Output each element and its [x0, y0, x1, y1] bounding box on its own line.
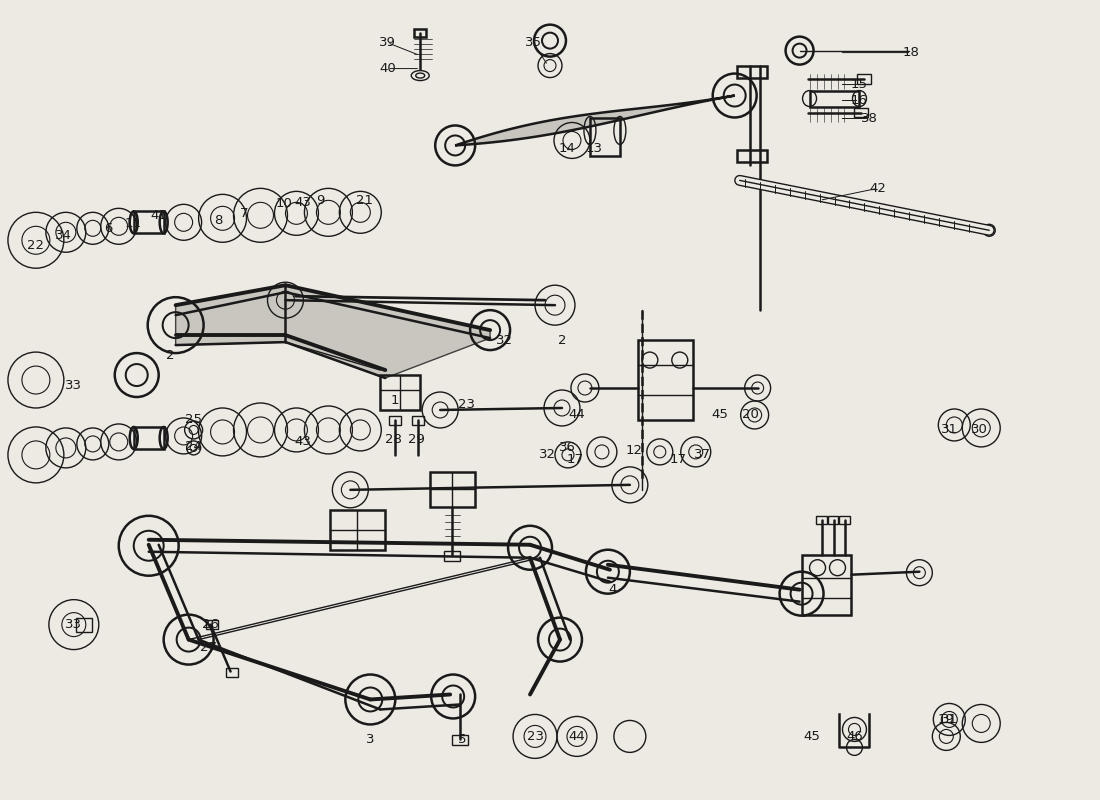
Bar: [444, 550, 460, 561]
Text: 42: 42: [869, 182, 886, 195]
Text: 23: 23: [527, 730, 543, 743]
Text: 25: 25: [185, 414, 202, 426]
Text: 29: 29: [408, 434, 425, 446]
Text: 39: 39: [378, 36, 396, 49]
Text: 18: 18: [903, 46, 920, 59]
Bar: [737, 150, 767, 162]
Bar: [802, 554, 851, 614]
Text: 32: 32: [539, 449, 556, 462]
Text: 23: 23: [458, 398, 474, 411]
Text: 27: 27: [200, 641, 217, 654]
Text: 41: 41: [151, 209, 167, 222]
Text: 22: 22: [28, 238, 44, 252]
Text: 45: 45: [803, 730, 820, 743]
Bar: [412, 416, 425, 425]
Text: 9: 9: [316, 194, 324, 207]
Bar: [839, 516, 850, 524]
Text: 17: 17: [566, 454, 583, 466]
Bar: [452, 735, 469, 746]
Text: 34: 34: [55, 229, 73, 242]
Bar: [737, 66, 767, 78]
Text: 44: 44: [569, 730, 585, 743]
Text: 1: 1: [390, 394, 399, 406]
Text: 31: 31: [940, 713, 958, 726]
Text: 17: 17: [669, 454, 686, 466]
Bar: [389, 416, 402, 425]
Text: 2: 2: [166, 349, 175, 362]
Bar: [226, 667, 238, 677]
Text: 32: 32: [496, 334, 513, 346]
Polygon shape: [455, 95, 735, 146]
Bar: [76, 618, 91, 631]
Bar: [206, 620, 218, 629]
Polygon shape: [176, 285, 491, 378]
Text: 5: 5: [458, 733, 466, 746]
Text: 28: 28: [385, 434, 402, 446]
Text: 12: 12: [626, 445, 642, 458]
Text: 8: 8: [214, 214, 223, 227]
Bar: [381, 375, 420, 410]
Text: 46: 46: [846, 730, 862, 743]
Text: 24: 24: [185, 441, 202, 454]
Bar: [858, 74, 871, 83]
Text: 37: 37: [694, 449, 712, 462]
Text: 15: 15: [851, 78, 868, 91]
Text: 30: 30: [971, 423, 988, 437]
Text: 40: 40: [378, 62, 396, 75]
Text: 16: 16: [851, 94, 868, 107]
Text: 26: 26: [202, 618, 219, 631]
Bar: [827, 516, 838, 524]
Text: 33: 33: [65, 378, 82, 391]
Bar: [638, 340, 693, 420]
Text: 7: 7: [240, 207, 249, 220]
Text: 3: 3: [366, 733, 375, 746]
Bar: [855, 107, 868, 118]
Text: 4: 4: [608, 583, 617, 596]
Text: 36: 36: [559, 442, 575, 454]
Bar: [590, 118, 620, 157]
Bar: [815, 516, 826, 524]
Text: 33: 33: [65, 618, 82, 631]
Text: 45: 45: [712, 409, 728, 422]
Text: 31: 31: [940, 423, 958, 437]
Text: 44: 44: [569, 409, 585, 422]
Text: 6: 6: [104, 222, 113, 234]
Text: 43: 43: [294, 435, 311, 449]
Bar: [810, 90, 859, 106]
Text: 10: 10: [276, 197, 293, 210]
Text: 20: 20: [742, 409, 759, 422]
Text: 38: 38: [861, 112, 878, 125]
Text: 2: 2: [558, 334, 566, 346]
Text: 11: 11: [124, 217, 141, 230]
Bar: [330, 510, 385, 550]
Text: 43: 43: [294, 196, 311, 209]
Text: 35: 35: [525, 36, 541, 49]
Text: 13: 13: [585, 142, 603, 155]
Text: 19: 19: [938, 713, 955, 726]
Text: 14: 14: [559, 142, 575, 155]
Bar: [415, 29, 426, 37]
Bar: [134, 427, 164, 449]
Bar: [430, 472, 475, 507]
Bar: [134, 211, 164, 234]
Text: 21: 21: [355, 194, 373, 207]
